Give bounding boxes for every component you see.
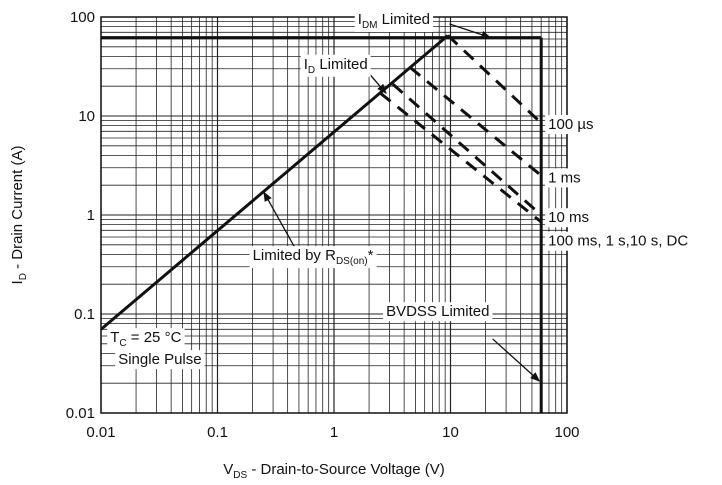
series-label-curve-100ms-dc: 100 ms, 1 s,10 s, DC [548,233,688,250]
x-tick-label: 1 [330,424,338,441]
x-tick-label: 10 [442,424,459,441]
x-tick-label: 0.1 [207,424,228,441]
series-label-curve-1ms: 1 ms [548,169,581,186]
annotation-arrow-id [369,74,387,94]
series-curve-1ms [409,66,543,177]
annotation-arrow-rds [263,191,297,250]
annotation-idm: IDM Limited [358,11,430,31]
series-curve-100ms-dc [379,92,543,224]
annotation-idm-backdrop [354,9,434,32]
annotation-rds-backdrop [249,246,377,269]
conditions-pulse: Single Pulse [118,351,201,368]
annotation-id: ID Limited [304,56,368,76]
annotation-bvdss: BVDSS Limited [386,303,489,320]
annotation-arrow-bvdss [492,338,541,382]
conditions-pulse-backdrop [115,350,205,370]
conditions-temperature: TC = 25 °C [110,329,181,349]
annotation-arrow-idm [449,23,492,39]
x-axis-label: VDS - Drain-to-Source Voltage (V) [223,461,445,481]
series-curve-10ms [391,82,543,217]
series-label-curve-1ms-backdrop [545,168,584,188]
x-tick-label: 100 [554,424,579,441]
ticks-group: 0.01 0.1 1 10 100 0.01 0.1 1 10 100 [66,9,580,441]
x-tick-label: 0.01 [86,424,115,441]
y-tick-label: 1 [87,207,95,224]
annotation-id-backdrop [300,54,371,77]
conditions-temperature-backdrop [107,328,185,351]
y-axis-label: ID - Drain Current (A) [9,146,29,285]
annotation-rds: Limited by RDS(on)* [253,247,374,267]
series-label-curve-10ms-backdrop [545,208,593,228]
series-rds-on-limit [101,34,449,331]
y-tick-label: 100 [70,9,95,26]
series-label-curve-100us: 100 µs [548,116,593,133]
labels-group: IDM Limited ID Limited Limited by RDS(on)*… [107,9,692,382]
grid [100,16,568,414]
y-tick-label: 0.01 [66,405,95,422]
series-group [101,34,543,413]
series-label-curve-100us-backdrop [545,115,597,135]
y-tick-label: 0.1 [74,306,95,323]
y-tick-label: 10 [78,108,95,125]
annotation-bvdss-backdrop [383,302,493,322]
series-label-curve-100ms-dc-backdrop [545,231,692,251]
series-label-curve-10ms: 10 ms [548,209,589,226]
